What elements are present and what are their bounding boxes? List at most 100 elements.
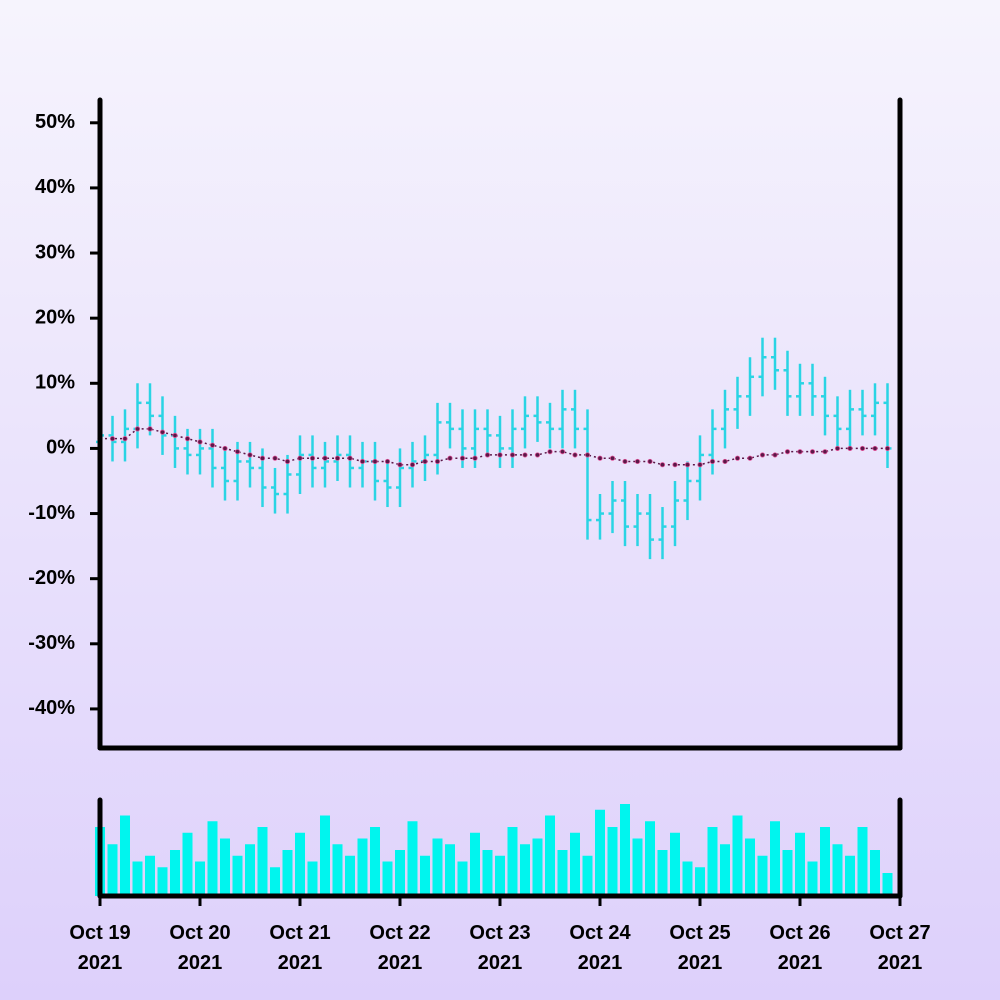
volume-bar <box>282 850 293 896</box>
volume-bar <box>232 855 243 896</box>
volume-bar <box>595 809 605 896</box>
y-tick-label: 20% <box>35 306 75 328</box>
moving-average-point <box>672 462 678 468</box>
volume-bar <box>857 827 868 896</box>
y-tick-label: 50% <box>35 111 75 133</box>
volume-bar <box>520 844 530 896</box>
x-tick-label: Oct 23 2021 <box>469 922 531 974</box>
y-tick-label: 0% <box>46 437 75 459</box>
volume-bar <box>607 827 618 896</box>
moving-average-point <box>397 462 403 468</box>
moving-average-point <box>634 458 641 465</box>
volume-bar <box>332 844 343 896</box>
moving-average-point <box>722 458 728 465</box>
moving-average-line <box>100 428 888 466</box>
volume-bar <box>170 850 180 896</box>
moving-average-point <box>322 455 328 461</box>
moving-average-point <box>222 445 228 452</box>
moving-average-point <box>197 439 203 445</box>
volume-bar <box>795 832 805 896</box>
volume-bar <box>295 832 305 896</box>
x-tick-label: Oct 21 2021 <box>269 922 331 974</box>
volume-bar <box>370 827 380 896</box>
moving-average-point <box>122 436 128 442</box>
y-tick-label: 10% <box>35 372 75 394</box>
moving-average-point <box>772 452 778 458</box>
moving-average-point <box>547 449 553 455</box>
moving-average-point <box>522 452 528 458</box>
volume-bar <box>132 861 143 896</box>
y-tick-label: 40% <box>35 176 75 198</box>
moving-average-point <box>534 452 541 458</box>
moving-average-point <box>797 449 803 455</box>
volume-bar <box>220 838 230 896</box>
volume-bar <box>345 855 355 896</box>
volume-bar <box>620 804 630 896</box>
volume-bar <box>557 850 568 896</box>
volume-bar <box>420 855 430 896</box>
moving-average-point <box>759 452 766 458</box>
volume-bar <box>245 844 255 896</box>
volume-bar <box>145 855 155 896</box>
moving-average-point <box>472 455 478 461</box>
y-tick-label: -20% <box>28 567 75 589</box>
moving-average-point <box>459 455 466 461</box>
moving-average-point <box>234 449 241 455</box>
moving-average-point <box>572 452 578 458</box>
moving-average-point <box>822 449 828 455</box>
volume-bar <box>820 827 830 896</box>
moving-average-point <box>447 455 453 461</box>
moving-average-point <box>784 449 791 455</box>
volume-bar <box>157 867 168 896</box>
volume-bar <box>695 867 705 896</box>
moving-average-point <box>697 462 703 468</box>
axes-frame <box>97 97 903 899</box>
volume-bar <box>482 850 493 896</box>
volume-bar <box>545 815 555 896</box>
moving-average-point <box>809 449 816 455</box>
volume-bar <box>770 821 780 896</box>
moving-average-point <box>559 449 566 455</box>
volume-bar <box>407 821 418 896</box>
moving-average-point <box>272 455 278 461</box>
volume-bar <box>470 832 480 896</box>
moving-average-point <box>647 458 653 465</box>
moving-average-point <box>134 426 141 432</box>
volume-bar <box>207 821 218 896</box>
y-tick-label: -40% <box>28 697 75 719</box>
volume-bar <box>120 815 130 896</box>
moving-average-point <box>209 442 216 448</box>
volume-bar <box>457 861 468 896</box>
volume-bar <box>682 861 693 896</box>
volume-bar <box>707 827 718 896</box>
volume-bar <box>882 873 893 896</box>
moving-average-point <box>509 452 516 458</box>
volume-bar <box>270 867 280 896</box>
y-tick-label: 30% <box>35 241 75 263</box>
moving-average-point <box>347 455 353 461</box>
volume-bar <box>507 827 518 896</box>
moving-average-point <box>872 445 878 452</box>
moving-average-point <box>847 445 853 452</box>
moving-average-point <box>422 458 428 465</box>
moving-average-point <box>859 445 866 452</box>
volume-bar <box>570 832 580 896</box>
moving-average-point <box>334 455 341 461</box>
volume-bar <box>645 821 655 896</box>
moving-average-point <box>734 455 741 461</box>
volume-bar <box>845 855 855 896</box>
y-tick-label: -30% <box>28 632 75 654</box>
moving-average-point <box>684 462 691 468</box>
x-tick-label: Oct 22 2021 <box>369 922 431 974</box>
volume-bar <box>107 844 118 896</box>
volume-bar <box>532 838 543 896</box>
moving-average-point <box>309 455 316 461</box>
moving-average-point <box>172 432 178 438</box>
volume-bar <box>670 832 680 896</box>
volume-bar <box>445 844 455 896</box>
moving-average-point <box>834 445 841 452</box>
moving-average-point <box>297 455 303 461</box>
moving-average-point <box>659 462 666 468</box>
volume-bar <box>357 838 368 896</box>
